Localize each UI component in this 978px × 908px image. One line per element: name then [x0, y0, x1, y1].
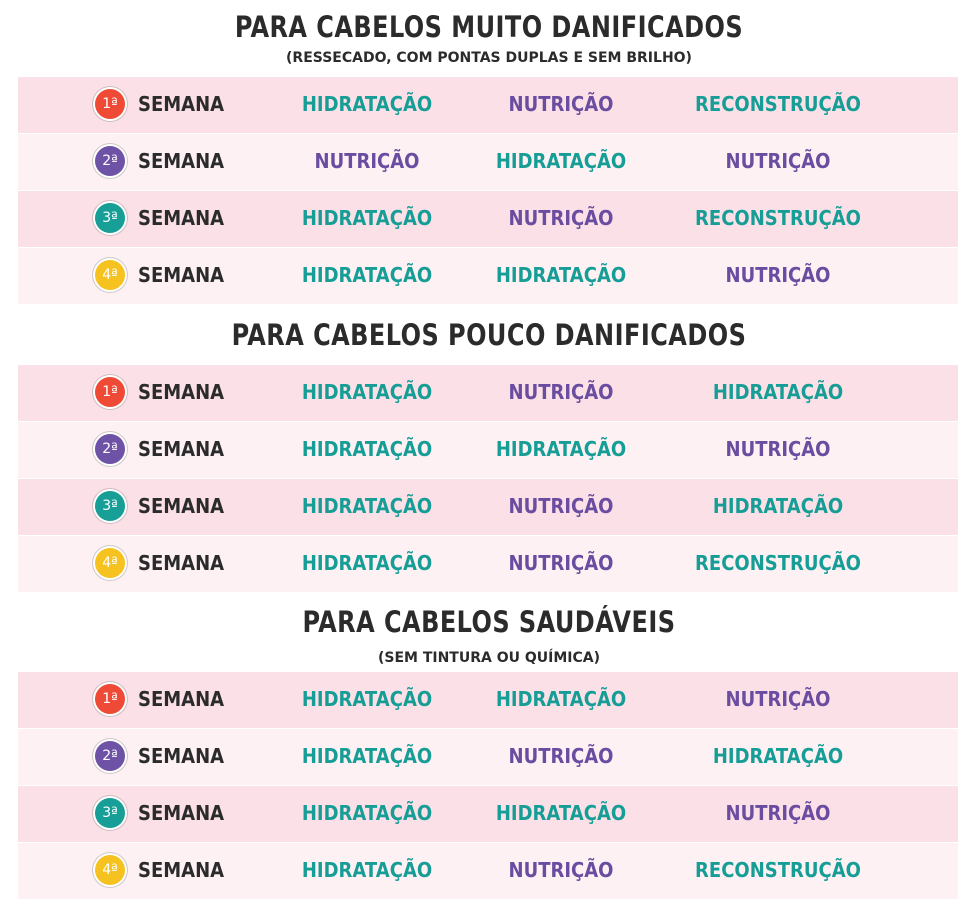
- week-label: SEMANA: [138, 380, 225, 404]
- week-label: SEMANA: [138, 206, 225, 230]
- treatment-cell: NUTRIÇÃO: [508, 92, 614, 116]
- treatment-cell: HIDRATAÇÃO: [712, 380, 844, 404]
- treatment-cell: NUTRIÇÃO: [725, 687, 831, 711]
- section-subtitle: (SEM TINTURA OU QUÍMICA): [377, 650, 600, 666]
- week-number-badge: 3ª: [95, 491, 125, 521]
- week-number-badge: 4ª: [95, 855, 125, 885]
- treatment-cell: HIDRATAÇÃO: [301, 494, 433, 518]
- treatment-cell: RECONSTRUÇÃO: [695, 551, 861, 575]
- treatment-cell: NUTRIÇÃO: [508, 206, 614, 230]
- week-number-badge: 1ª: [95, 377, 125, 407]
- treatment-cell: NUTRIÇÃO: [508, 744, 614, 768]
- treatment-cell: HIDRATAÇÃO: [301, 380, 433, 404]
- treatment-cell: HIDRATAÇÃO: [495, 263, 627, 287]
- treatment-cell: HIDRATAÇÃO: [301, 551, 433, 575]
- week-row: 4ª SEMANA HIDRATAÇÃO NUTRIÇÃO RECONSTRUÇÃO: [18, 536, 958, 592]
- week-label: SEMANA: [138, 687, 225, 711]
- week-label: SEMANA: [138, 551, 225, 575]
- week-number-badge: 2ª: [95, 741, 125, 771]
- week-number-badge: 2ª: [95, 146, 125, 176]
- week-label: SEMANA: [138, 92, 225, 116]
- treatment-cell: HIDRATAÇÃO: [495, 437, 627, 461]
- week-number-badge: 3ª: [95, 798, 125, 828]
- week-row: 1ª SEMANA HIDRATAÇÃO NUTRIÇÃO HIDRATAÇÃO: [18, 365, 958, 421]
- week-label: SEMANA: [138, 494, 225, 518]
- treatment-cell: HIDRATAÇÃO: [495, 149, 627, 173]
- week-row: 3ª SEMANA HIDRATAÇÃO NUTRIÇÃO HIDRATAÇÃO: [18, 479, 958, 535]
- treatment-cell: NUTRIÇÃO: [508, 551, 614, 575]
- week-row: 2ª SEMANA NUTRIÇÃO HIDRATAÇÃO NUTRIÇÃO: [18, 134, 958, 190]
- section-title: PARA CABELOS MUITO DANIFICADOS: [234, 10, 744, 44]
- week-row: 3ª SEMANA HIDRATAÇÃO HIDRATAÇÃO NUTRIÇÃO: [18, 786, 958, 842]
- treatment-cell: HIDRATAÇÃO: [712, 494, 844, 518]
- treatment-cell: RECONSTRUÇÃO: [695, 92, 861, 116]
- week-number-badge: 3ª: [95, 203, 125, 233]
- treatment-cell: NUTRIÇÃO: [508, 858, 614, 882]
- week-label: SEMANA: [138, 858, 225, 882]
- week-row: 1ª SEMANA HIDRATAÇÃO HIDRATAÇÃO NUTRIÇÃO: [18, 672, 958, 728]
- treatment-cell: HIDRATAÇÃO: [301, 744, 433, 768]
- treatment-cell: HIDRATAÇÃO: [301, 263, 433, 287]
- section-title: PARA CABELOS SAUDÁVEIS: [302, 605, 676, 639]
- week-label: SEMANA: [138, 149, 225, 173]
- week-number-badge: 2ª: [95, 434, 125, 464]
- treatment-cell: NUTRIÇÃO: [508, 494, 614, 518]
- treatment-cell: NUTRIÇÃO: [725, 801, 831, 825]
- treatment-cell: HIDRATAÇÃO: [301, 206, 433, 230]
- week-number-badge: 4ª: [95, 548, 125, 578]
- treatment-cell: NUTRIÇÃO: [508, 380, 614, 404]
- treatment-cell: NUTRIÇÃO: [725, 263, 831, 287]
- week-row: 4ª SEMANA HIDRATAÇÃO HIDRATAÇÃO NUTRIÇÃO: [18, 248, 958, 304]
- treatment-cell: NUTRIÇÃO: [725, 149, 831, 173]
- treatment-cell: HIDRATAÇÃO: [301, 858, 433, 882]
- treatment-cell: HIDRATAÇÃO: [301, 92, 433, 116]
- treatment-cell: HIDRATAÇÃO: [495, 687, 627, 711]
- treatment-cell: NUTRIÇÃO: [725, 437, 831, 461]
- treatment-cell: NUTRIÇÃO: [314, 149, 420, 173]
- week-label: SEMANA: [138, 263, 225, 287]
- treatment-cell: HIDRATAÇÃO: [301, 801, 433, 825]
- section-subtitle: (RESSECADO, COM PONTAS DUPLAS E SEM BRIL…: [286, 50, 692, 66]
- week-number-badge: 4ª: [95, 260, 125, 290]
- week-row: 2ª SEMANA HIDRATAÇÃO NUTRIÇÃO HIDRATAÇÃO: [18, 729, 958, 785]
- week-label: SEMANA: [138, 744, 225, 768]
- treatment-cell: HIDRATAÇÃO: [301, 687, 433, 711]
- section-title: PARA CABELOS POUCO DANIFICADOS: [231, 318, 747, 352]
- week-label: SEMANA: [138, 437, 225, 461]
- week-row: 2ª SEMANA HIDRATAÇÃO HIDRATAÇÃO NUTRIÇÃO: [18, 422, 958, 478]
- week-row: 1ª SEMANA HIDRATAÇÃO NUTRIÇÃO RECONSTRUÇÃO: [18, 77, 958, 133]
- week-number-badge: 1ª: [95, 89, 125, 119]
- week-row: 3ª SEMANA HIDRATAÇÃO NUTRIÇÃO RECONSTRUÇÃO: [18, 191, 958, 247]
- treatment-cell: HIDRATAÇÃO: [495, 801, 627, 825]
- treatment-cell: RECONSTRUÇÃO: [695, 206, 861, 230]
- treatment-cell: RECONSTRUÇÃO: [695, 858, 861, 882]
- week-label: SEMANA: [138, 801, 225, 825]
- treatment-cell: HIDRATAÇÃO: [712, 744, 844, 768]
- treatment-cell: HIDRATAÇÃO: [301, 437, 433, 461]
- week-row: 4ª SEMANA HIDRATAÇÃO NUTRIÇÃO RECONSTRUÇÃO: [18, 843, 958, 899]
- week-number-badge: 1ª: [95, 684, 125, 714]
